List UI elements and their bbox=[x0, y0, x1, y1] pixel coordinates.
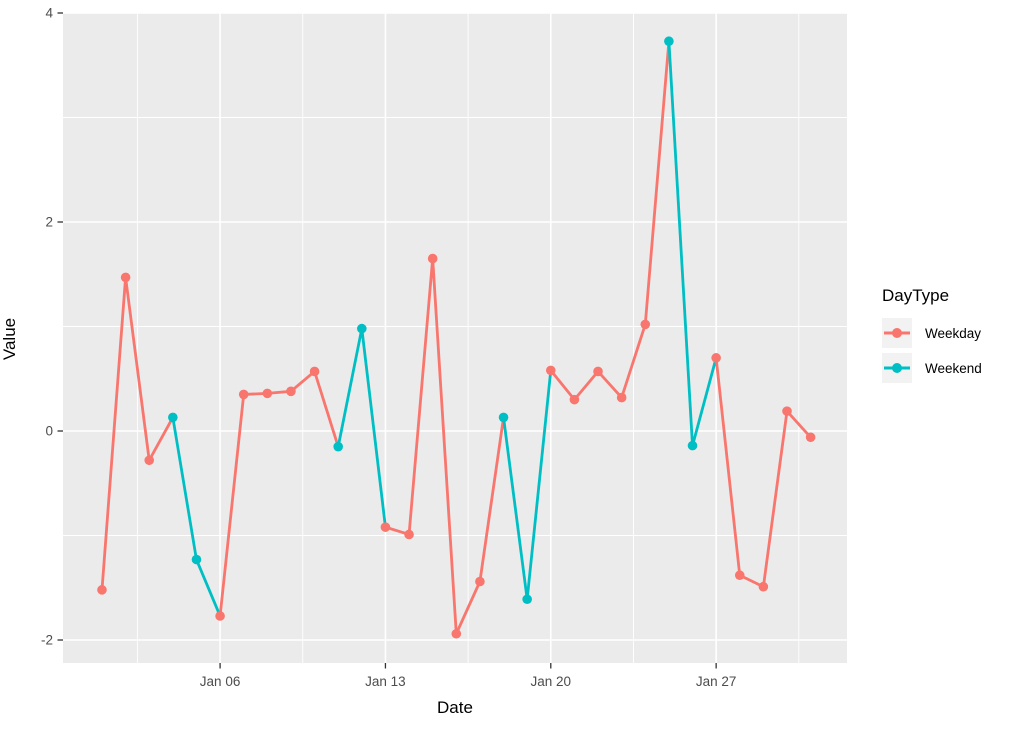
x-axis-title: Date bbox=[437, 698, 473, 717]
legend: DayType Weekday Weekend bbox=[882, 286, 982, 388]
axis-tick-marks bbox=[57, 12, 717, 669]
svg-text:Jan 27: Jan 27 bbox=[696, 674, 737, 689]
svg-text:Jan 13: Jan 13 bbox=[365, 674, 406, 689]
svg-text:0: 0 bbox=[45, 424, 53, 439]
series-points bbox=[97, 36, 816, 639]
minor-gridlines bbox=[63, 13, 847, 663]
legend-item-label: Weekend bbox=[925, 360, 982, 376]
legend-item-weekday: Weekday bbox=[882, 318, 982, 348]
svg-text:Jan 06: Jan 06 bbox=[200, 674, 241, 689]
legend-item-label: Weekday bbox=[925, 325, 982, 341]
legend-title: DayType bbox=[882, 286, 950, 305]
y-axis-title: Value bbox=[0, 317, 19, 361]
weekend-line-point-icon bbox=[882, 353, 912, 383]
svg-text:4: 4 bbox=[45, 6, 53, 21]
axis-tick-labels: -2 0 2 4 Jan 06 Jan 13 Jan 20 Jan 27 bbox=[41, 6, 736, 690]
panel-background bbox=[63, 13, 847, 663]
legend-item-weekend: Weekend bbox=[882, 353, 982, 383]
svg-text:Jan 20: Jan 20 bbox=[531, 674, 572, 689]
major-gridlines bbox=[63, 12, 847, 663]
svg-text:-2: -2 bbox=[41, 633, 53, 648]
svg-text:2: 2 bbox=[45, 215, 53, 230]
weekday-line-point-icon bbox=[882, 318, 912, 348]
